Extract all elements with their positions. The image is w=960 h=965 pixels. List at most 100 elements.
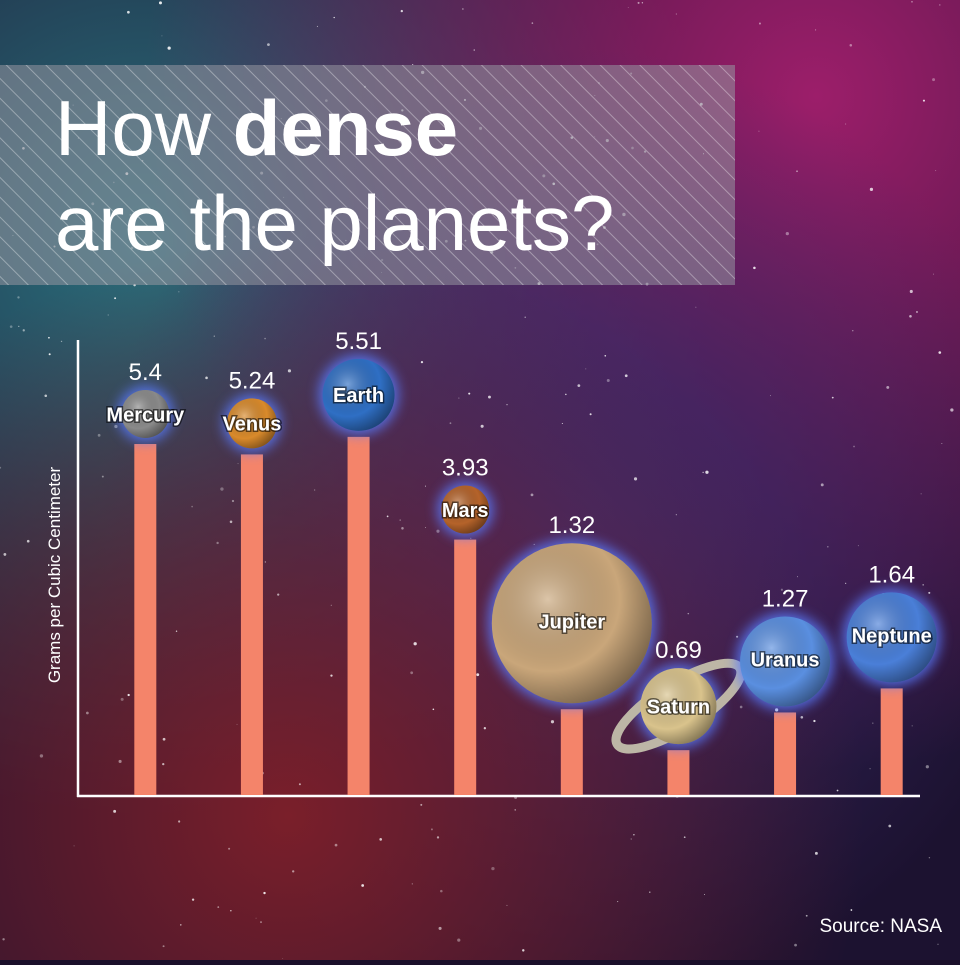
star: [129, 366, 133, 370]
star: [438, 926, 442, 930]
value-label: 1.27: [762, 585, 809, 612]
star: [127, 10, 130, 14]
star: [330, 604, 332, 606]
star: [681, 646, 683, 648]
star: [334, 843, 338, 847]
star: [514, 809, 516, 811]
star: [470, 537, 472, 539]
planet-shade: [491, 543, 652, 704]
star: [432, 708, 435, 711]
star: [531, 22, 534, 24]
star: [97, 433, 101, 437]
star: [950, 408, 954, 412]
chart-title: How dense: [55, 84, 458, 172]
star: [158, 1, 162, 5]
star: [127, 693, 130, 697]
planet-shade: [121, 390, 170, 438]
star: [827, 545, 829, 548]
star: [935, 170, 937, 172]
value-label: 5.24: [229, 367, 276, 394]
planet-label: Mercury: [106, 404, 185, 426]
star: [577, 384, 581, 388]
star: [683, 836, 686, 839]
value-label: 1.32: [548, 512, 595, 539]
star: [113, 809, 117, 813]
star: [86, 711, 89, 715]
title-box: [0, 65, 735, 285]
bar: [347, 436, 370, 795]
star: [114, 424, 118, 429]
value-label: 3.93: [442, 455, 489, 482]
star: [695, 306, 697, 308]
star: [410, 671, 414, 675]
star: [633, 477, 638, 481]
star: [220, 487, 224, 491]
star: [263, 891, 266, 895]
star: [869, 768, 871, 770]
star: [337, 335, 339, 337]
star: [178, 820, 181, 823]
star: [237, 463, 239, 465]
star: [420, 361, 424, 364]
star: [118, 759, 122, 764]
star: [18, 325, 20, 327]
star: [161, 35, 163, 37]
planet-shade: [441, 485, 490, 534]
planet-shade: [226, 398, 277, 449]
star: [330, 674, 333, 677]
star: [205, 376, 208, 380]
star: [932, 78, 936, 82]
star: [401, 527, 404, 530]
star: [175, 630, 178, 632]
star: [831, 396, 834, 399]
star: [941, 443, 943, 444]
star: [298, 783, 301, 786]
star: [770, 395, 772, 397]
star: [857, 545, 859, 547]
star: [869, 187, 874, 191]
star: [705, 470, 709, 474]
star: [916, 310, 918, 313]
bar: [560, 709, 583, 795]
star: [550, 720, 555, 724]
star: [44, 394, 48, 398]
star: [107, 314, 109, 316]
bar: [454, 539, 477, 795]
planet-label: Jupiter: [538, 611, 605, 633]
star: [60, 340, 63, 343]
star: [794, 943, 797, 947]
star: [162, 762, 165, 766]
star: [178, 291, 180, 293]
star: [191, 898, 195, 901]
star: [938, 351, 942, 354]
bar: [240, 454, 263, 795]
star: [753, 266, 756, 270]
star: [162, 945, 165, 948]
star: [617, 901, 619, 903]
star: [627, 6, 629, 8]
star: [780, 588, 783, 591]
star: [412, 63, 414, 66]
star: [264, 561, 266, 563]
star: [379, 838, 383, 841]
value-label: 5.51: [335, 328, 382, 355]
star: [687, 612, 690, 615]
star: [820, 483, 824, 487]
star: [39, 754, 44, 758]
star: [805, 914, 808, 917]
bar: [134, 444, 157, 795]
star: [48, 336, 50, 339]
star: [22, 329, 25, 332]
star: [411, 883, 413, 885]
title-bold: dense: [233, 84, 458, 172]
star: [928, 591, 931, 594]
star: [937, 943, 939, 946]
star: [436, 836, 440, 839]
star: [637, 1, 640, 4]
bar: [880, 688, 903, 795]
star: [506, 904, 508, 906]
star: [217, 906, 220, 908]
star: [675, 514, 677, 516]
star: [230, 910, 232, 912]
star: [606, 379, 610, 383]
